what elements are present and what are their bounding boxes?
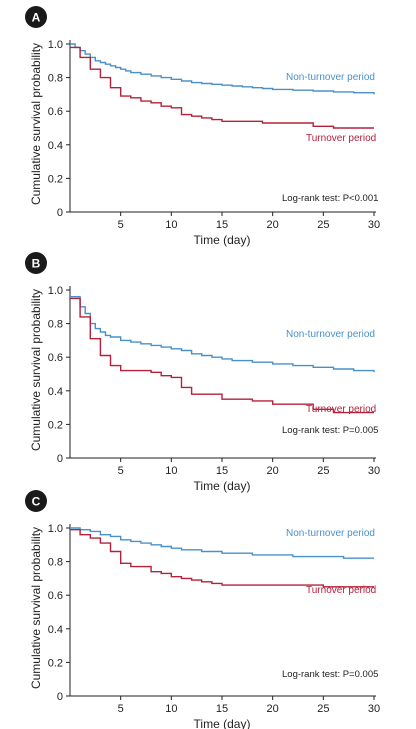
x-tick-label: 5 (118, 465, 124, 477)
panel-a: A 0 0.2 0.4 0.6 0.8 1.0 5 10 15 20 25 30 Time (day) Cu… (0, 0, 416, 247)
panel-letter: A (32, 11, 41, 25)
panel-badge: C (25, 490, 47, 512)
y-tick-label: 0.4 (48, 386, 63, 398)
y-tick-label: 0 (57, 207, 63, 219)
non-turnover-label: Non-turnover period (286, 72, 375, 83)
y-tick-label: 0.2 (48, 173, 63, 185)
x-tick-label: 15 (216, 703, 228, 715)
y-tick-label: 0.4 (48, 624, 63, 636)
x-tick-label: 30 (368, 219, 380, 231)
non-turnover-curve (70, 296, 375, 373)
panel-badge: A (25, 6, 47, 28)
turnover-label: Turnover period (306, 133, 376, 144)
x-tick-label: 25 (317, 219, 329, 231)
x-tick-label: 30 (368, 703, 380, 715)
y-tick-label: 1.0 (48, 285, 63, 297)
x-tick-label: 20 (267, 219, 279, 231)
y-tick-label: 0.6 (48, 590, 63, 602)
non-turnover-curve (70, 43, 375, 95)
y-tick-label: 0.6 (48, 352, 63, 364)
x-axis-title: Time (day) (194, 717, 251, 729)
x-tick-label: 25 (317, 465, 329, 477)
x-tick-label: 15 (216, 465, 228, 477)
y-tick-label: 0.2 (48, 657, 63, 669)
y-axis-title: Cumulative survival probability (29, 289, 43, 451)
x-tick-label: 20 (267, 703, 279, 715)
x-tick-label: 5 (118, 703, 124, 715)
x-tick-label: 30 (368, 465, 380, 477)
y-tick-label: 1.0 (48, 39, 63, 51)
y-tick-label: 0.4 (48, 140, 63, 152)
non-turnover-curve (70, 527, 374, 559)
panel-letter: B (32, 257, 41, 271)
turnover-curve (70, 297, 374, 414)
turnover-curve (70, 529, 374, 588)
y-tick-label: 0.2 (48, 419, 63, 431)
y-axis-title: Cumulative survival probability (29, 43, 43, 205)
km-chart-c: C 0 0.2 0.4 0.6 0.8 1.0 5 10 15 20 25 30 Time (day) Cu… (25, 490, 380, 729)
panel-b: B 0 0.2 0.4 0.6 0.8 1.0 5 10 15 20 25 30 Time (day) Cu… (0, 246, 416, 493)
x-tick-label: 15 (216, 219, 228, 231)
x-tick-label: 5 (118, 219, 124, 231)
panel-c: C 0 0.2 0.4 0.6 0.8 1.0 5 10 15 20 25 30 Time (day) Cu… (0, 484, 416, 729)
non-turnover-label: Non-turnover period (286, 528, 375, 539)
y-axis-title: Cumulative survival probability (29, 527, 43, 689)
log-rank-annotation: Log-rank test: P<0.001 (282, 193, 378, 204)
x-tick-label: 20 (267, 465, 279, 477)
non-turnover-label: Non-turnover period (286, 329, 375, 340)
log-rank-annotation: Log-rank test: P=0.005 (282, 425, 378, 436)
turnover-label: Turnover period (306, 404, 376, 415)
badge-circle (25, 6, 47, 28)
x-tick-label: 10 (165, 465, 177, 477)
badge-circle (25, 490, 47, 512)
panel-letter: C (32, 495, 41, 509)
y-tick-label: 0.8 (48, 73, 63, 85)
y-tick-label: 0.8 (48, 319, 63, 331)
km-chart-b: B 0 0.2 0.4 0.6 0.8 1.0 5 10 15 20 25 30 Time (day) Cu… (25, 252, 380, 493)
x-tick-label: 10 (165, 703, 177, 715)
y-tick-label: 1.0 (48, 523, 63, 535)
badge-circle (25, 252, 47, 274)
turnover-label: Turnover period (306, 585, 376, 596)
y-tick-label: 0.6 (48, 106, 63, 118)
x-tick-label: 10 (165, 219, 177, 231)
log-rank-annotation: Log-rank test: P=0.005 (282, 669, 378, 680)
km-chart-a: A 0 0.2 0.4 0.6 0.8 1.0 5 10 15 20 25 30 Time (day) Cu… (25, 6, 380, 247)
x-axis-title: Time (day) (194, 479, 251, 493)
y-tick-label: 0 (57, 691, 63, 703)
x-tick-label: 25 (317, 703, 329, 715)
panel-badge: B (25, 252, 47, 274)
y-tick-label: 0 (57, 453, 63, 465)
turnover-curve (70, 46, 374, 129)
x-axis-title: Time (day) (194, 233, 251, 247)
y-tick-label: 0.8 (48, 557, 63, 569)
